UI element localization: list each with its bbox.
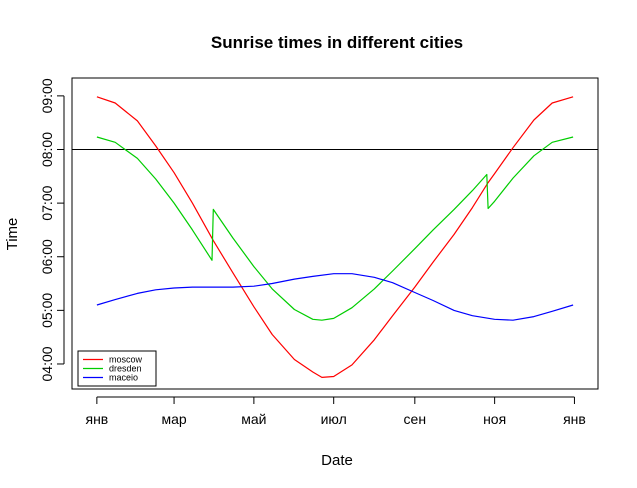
plot-frame (71, 77, 599, 390)
legend-label-moscow: moscow (109, 355, 143, 365)
x-axis: янв мар май июл сен ноя янв (85, 396, 586, 427)
y-tick-label: 07:00 (39, 185, 55, 220)
x-tick-label: май (241, 411, 266, 427)
x-tick-label: янв (85, 411, 108, 427)
y-axis: 04:00 05:00 06:00 07:00 08:00 09:00 (39, 78, 65, 382)
series-line-moscow (96, 96, 574, 378)
x-tick-label: мар (161, 411, 186, 427)
y-tick-label: 06:00 (39, 239, 55, 274)
x-tick-label: июл (321, 411, 347, 427)
y-tick-label: 08:00 (39, 132, 55, 167)
legend-label-maceio: maceio (109, 373, 138, 383)
legend-label-dresden: dresden (109, 364, 142, 374)
x-tick-label: ноя (483, 411, 506, 427)
series-line-maceio (96, 273, 574, 321)
y-axis-label: Time (4, 218, 21, 251)
x-tick-label: янв (563, 411, 586, 427)
x-axis-label: Date (321, 452, 353, 469)
chart-title: Sunrise times in different cities (211, 33, 463, 52)
y-tick-label: 04:00 (39, 346, 55, 381)
y-tick-label: 09:00 (39, 78, 55, 113)
y-tick-label: 05:00 (39, 293, 55, 328)
series-group (96, 96, 574, 378)
series-line-dresden (96, 136, 574, 321)
x-tick-label: сен (404, 411, 427, 427)
